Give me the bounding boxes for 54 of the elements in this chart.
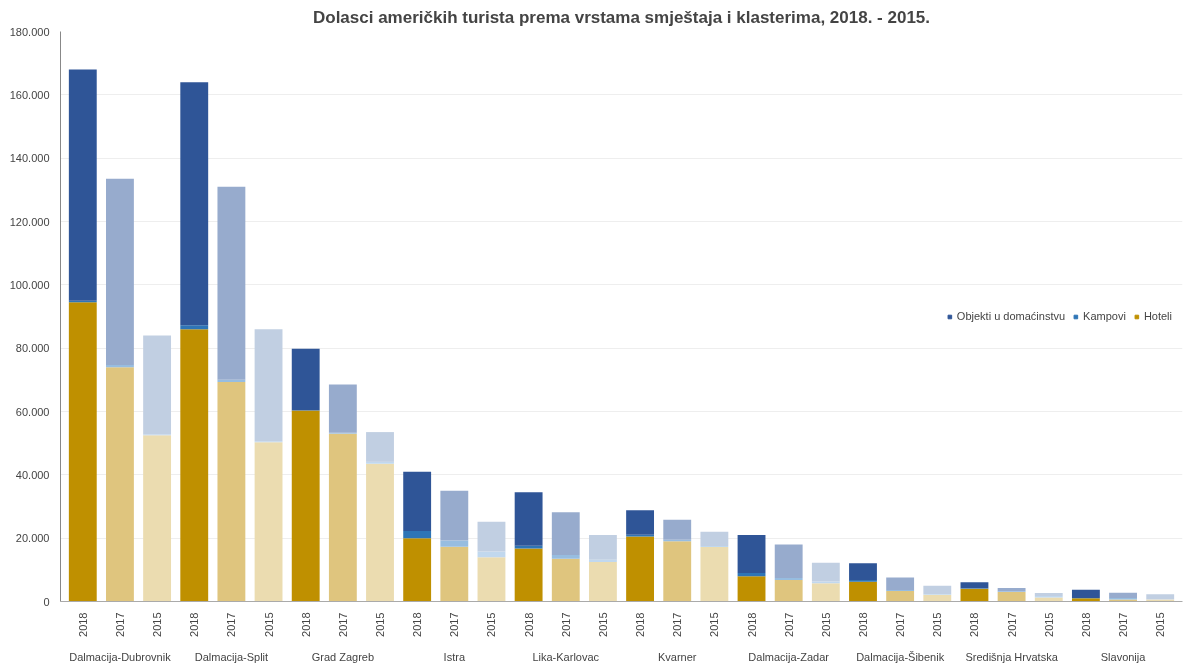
x-tick-label: 2018 (968, 612, 981, 637)
legend-label: Hoteli (1143, 310, 1172, 322)
legend-label: Objekti u domaćinstvu (956, 310, 1066, 322)
text: Grad Zagreb (311, 650, 375, 663)
y-tick-label: 160.000 (9, 88, 50, 101)
y-tick-label: 80.000 (15, 342, 50, 355)
text: Kvarner (657, 650, 697, 663)
x-tick-label: 2018 (1079, 612, 1092, 637)
x-tick-label: 2015 (1154, 612, 1167, 637)
text: Dalmacija-Zadar (748, 650, 830, 663)
x-tick-label: 2017 (559, 612, 572, 637)
text: Istra (443, 650, 466, 663)
text: Dalmacija-Šibenik (856, 650, 945, 663)
y-tick-label: 100.000 (9, 278, 50, 291)
text: Središnja Hrvatska (965, 650, 1059, 663)
x-tick-label: 2018 (634, 612, 647, 637)
y-tick-label: 120.000 (9, 215, 50, 228)
x-tick-label: 2017 (894, 612, 907, 637)
y-tick-label: 60.000 (15, 405, 50, 418)
x-tick-label: 2015 (262, 612, 275, 637)
x-tick-label: 2017 (782, 612, 795, 637)
y-tick-label: 180.000 (9, 25, 50, 38)
x-tick-label: 2018 (745, 612, 758, 637)
legend-label: Kampovi (1083, 310, 1126, 322)
x-tick-label: 2015 (931, 612, 944, 637)
x-tick-label: 2015 (485, 612, 498, 637)
x-tick-label: 2015 (708, 612, 721, 637)
y-tick-label: 40.000 (15, 468, 50, 481)
x-tick-label: 2017 (448, 612, 461, 637)
text: Dalmacija-Split (194, 650, 269, 663)
x-tick-label: 2018 (188, 612, 201, 637)
x-tick-label: 2017 (671, 612, 684, 637)
x-tick-label: 2018 (856, 612, 869, 637)
x-tick-label: 2015 (1042, 612, 1055, 637)
x-tick-label: 2018 (411, 612, 424, 637)
x-tick-label: 2018 (76, 612, 89, 637)
text: Lika-Karlovac (532, 650, 600, 663)
x-tick-label: 2017 (336, 612, 349, 637)
chart-title: Dolasci američkih turista prema vrstama smještaja i klasterima, 2018. - 2015. (312, 7, 931, 27)
x-tick-label: 2017 (1005, 612, 1018, 637)
x-tick-label: 2017 (225, 612, 238, 637)
text: Dalmacija-Dubrovnik (69, 650, 172, 663)
y-tick-label: 140.000 (9, 152, 50, 165)
x-tick-label: 2017 (1117, 612, 1130, 637)
x-tick-label: 2015 (596, 612, 609, 637)
text: Slavonija (1100, 650, 1147, 663)
y-tick-label: 0 (43, 595, 50, 608)
x-tick-label: 2017 (113, 612, 126, 637)
x-tick-label: 2018 (299, 612, 312, 637)
x-tick-label: 2015 (374, 612, 387, 637)
x-tick-label: 2018 (522, 612, 535, 637)
y-tick-label: 20.000 (15, 532, 50, 545)
x-tick-label: 2015 (151, 612, 164, 637)
x-tick-label: 2015 (819, 612, 832, 637)
